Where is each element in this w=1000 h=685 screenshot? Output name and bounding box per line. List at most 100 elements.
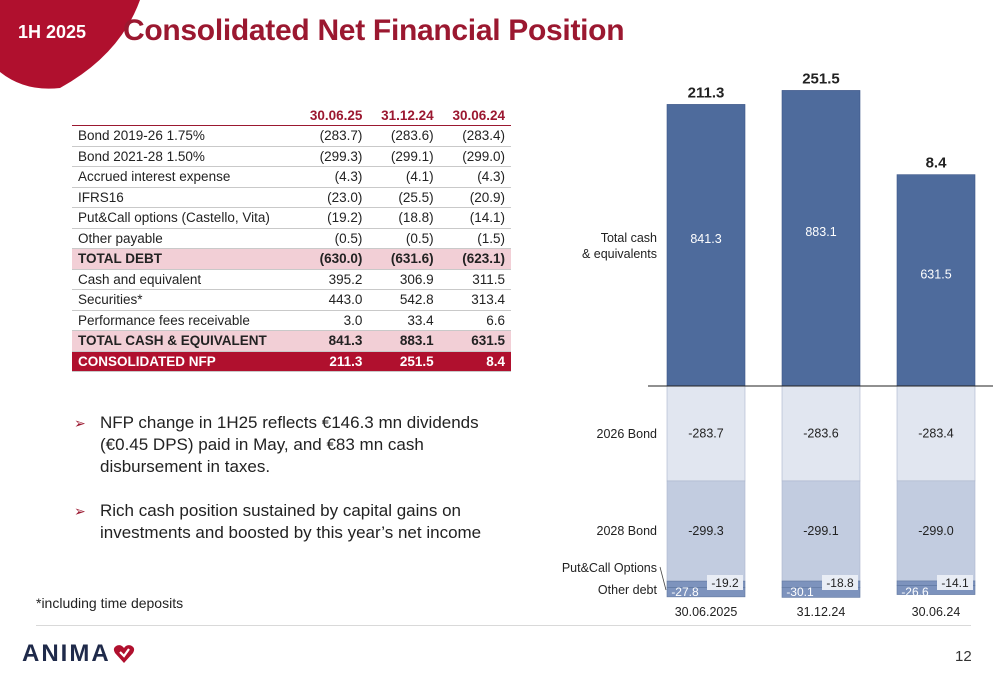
bar-label-cash: 841.3	[690, 232, 721, 246]
bar-label-debt: -299.1	[803, 524, 838, 538]
row-value: (299.1)	[368, 146, 440, 167]
row-value: (0.5)	[368, 228, 440, 249]
row-label: TOTAL CASH & EQUIVALENT	[72, 330, 298, 352]
row-value: (630.0)	[297, 248, 369, 270]
bar-label-cash: 631.5	[920, 267, 951, 281]
side-label-cash: Total cash	[601, 231, 657, 245]
row-value: (14.1)	[439, 207, 511, 229]
bar-label-other-debt: -27.8	[671, 585, 699, 599]
row-value: 251.5	[368, 351, 440, 372]
nfp-table: 30.06.25 31.12.24 30.06.24 Bond 2019-26 …	[72, 105, 511, 372]
row-value: (623.1)	[439, 248, 511, 270]
logo-text: ANIMA	[22, 640, 111, 667]
row-value: (283.7)	[297, 125, 369, 147]
table-row: Performance fees receivable 3.0 33.4 6.6	[72, 310, 511, 331]
bar-total-label: 211.3	[688, 84, 725, 101]
bar-segment-cash	[781, 90, 861, 387]
row-value: 33.4	[368, 310, 440, 331]
table-row: Securities* 443.0 542.8 313.4	[72, 289, 511, 311]
row-value: (4.1)	[368, 166, 440, 188]
row-label: Performance fees receivable	[72, 310, 298, 331]
row-value: (4.3)	[439, 166, 511, 188]
bar-segment-cash	[666, 104, 746, 387]
row-value: 211.3	[297, 351, 369, 372]
period-badge: 1H 2025	[18, 22, 87, 42]
row-label: CONSOLIDATED NFP	[72, 351, 298, 372]
side-label-bond26: 2026 Bond	[597, 427, 658, 441]
row-value: 311.5	[439, 269, 511, 290]
bar-label-other-debt: -26.6	[901, 585, 929, 599]
row-label: Securities*	[72, 289, 298, 311]
bar-segment-other-debt	[896, 585, 976, 595]
table-row: IFRS16 (23.0) (25.5) (20.9)	[72, 187, 511, 208]
table-header-label	[72, 105, 298, 126]
bullet-list: ➢ NFP change in 1H25 reflects €146.3 mn …	[74, 412, 524, 566]
label-box-putcall	[937, 575, 973, 590]
bar-label-other-debt: -30.1	[786, 585, 814, 599]
row-value: 395.2	[297, 269, 369, 290]
row-value: 313.4	[439, 289, 511, 311]
bar-segment-other-debt	[666, 587, 746, 598]
table-row: TOTAL CASH & EQUIVALENT 841.3 883.1 631.5	[72, 330, 511, 352]
footer-divider	[36, 625, 971, 626]
table-row: Put&Call options (Castello, Vita) (19.2)(…	[72, 207, 511, 229]
row-value: (20.9)	[439, 187, 511, 208]
table-row: Cash and equivalent 395.2 306.9 311.5	[72, 269, 511, 290]
row-value: (631.6)	[368, 248, 440, 270]
footnote: *including time deposits	[36, 595, 184, 611]
period-badge-shape	[0, 0, 140, 89]
arrow-bullet-icon: ➢	[74, 503, 86, 519]
bar-label-debt: -299.0	[918, 524, 953, 538]
bullet-item: ➢ Rich cash position sustained by capita…	[74, 500, 524, 544]
row-value: (1.5)	[439, 228, 511, 249]
bar-segment-2026-bond	[896, 385, 976, 482]
row-label: Other payable	[72, 228, 298, 249]
row-value: 443.0	[297, 289, 369, 311]
row-label: TOTAL DEBT	[72, 248, 298, 270]
row-value: (18.8)	[368, 207, 440, 229]
bar-label-cash: 883.1	[805, 225, 836, 239]
row-value: (23.0)	[297, 187, 369, 208]
table-header-col: 30.06.24	[439, 105, 511, 126]
bar-label-debt: -283.7	[688, 426, 723, 440]
leader-line-putcall	[659, 566, 667, 591]
side-label-putcall: Put&Call Options	[562, 561, 657, 575]
x-tick-label: 30.06.2025	[675, 605, 738, 619]
side-label-other-debt: Other debt	[598, 583, 658, 597]
row-label: Bond 2019-26 1.75%	[72, 125, 298, 147]
company-logo: ANIMA	[22, 640, 135, 668]
row-value: (19.2)	[297, 207, 369, 229]
row-value: (25.5)	[368, 187, 440, 208]
row-value: 841.3	[297, 330, 369, 352]
bar-label-debt: -283.6	[803, 426, 838, 440]
bar-label-putcall: -19.2	[711, 576, 739, 590]
bullet-item: ➢ NFP change in 1H25 reflects €146.3 mn …	[74, 412, 524, 478]
table-header-col: 30.06.25	[297, 105, 369, 126]
row-value: 6.6	[439, 310, 511, 331]
bar-label-putcall: -14.1	[941, 576, 969, 590]
row-label: IFRS16	[72, 187, 298, 208]
page-title: Consolidated Net Financial Position	[123, 14, 625, 47]
table-row: Bond 2019-26 1.75% (283.7) (283.6) (283.4)	[72, 125, 511, 147]
row-label: Cash and equivalent	[72, 269, 298, 290]
row-value: 3.0	[297, 310, 369, 331]
row-value: 306.9	[368, 269, 440, 290]
bullet-text: Rich cash position sustained by capital …	[100, 501, 482, 542]
table-row: Accrued interest expense (4.3) (4.1) (4.3)	[72, 166, 511, 188]
table-header-row: 30.06.25 31.12.24 30.06.24	[72, 105, 511, 126]
bullet-text: NFP change in 1H25 reflects €146.3 mn di…	[100, 413, 479, 476]
table-row: TOTAL DEBT (630.0) (631.6) (623.1)	[72, 248, 511, 270]
row-value: (0.5)	[297, 228, 369, 249]
table-row: Bond 2021-28 1.50% (299.3) (299.1) (299.0)	[72, 146, 511, 167]
label-box-putcall	[822, 575, 858, 590]
row-value: 883.1	[368, 330, 440, 352]
row-label: Bond 2021-28 1.50%	[72, 146, 298, 167]
row-value: (4.3)	[297, 166, 369, 188]
row-value: (283.6)	[368, 125, 440, 147]
table-row: Other payable (0.5) (0.5) (1.5)	[72, 228, 511, 249]
bar-segment-other-debt	[781, 587, 861, 598]
side-label-cash: & equivalents	[582, 247, 657, 261]
page-number: 12	[955, 648, 972, 665]
label-box-putcall	[707, 575, 743, 590]
